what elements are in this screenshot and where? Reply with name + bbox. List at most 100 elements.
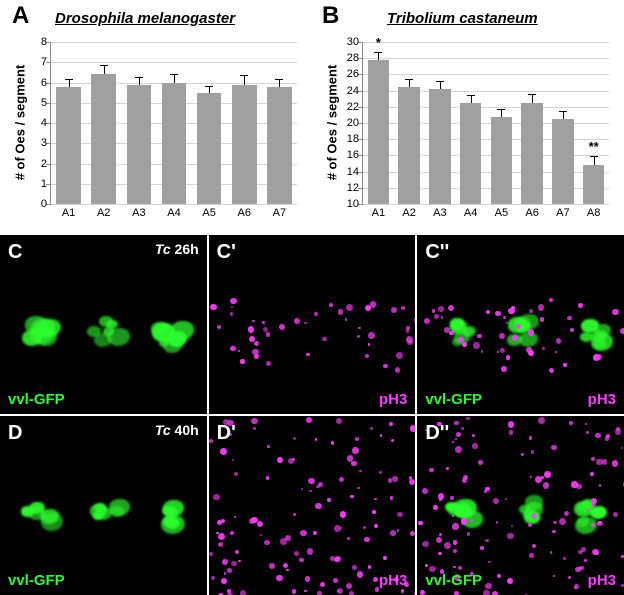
- ph3-signal: [234, 516, 236, 518]
- ph3-signal: [477, 334, 482, 339]
- ph3-signal: [485, 487, 489, 491]
- ph3-signal: [251, 418, 257, 424]
- bar: [491, 117, 513, 204]
- error-cap: [205, 86, 213, 87]
- ph3-signal: [209, 439, 213, 443]
- ph3-signal: [425, 564, 428, 567]
- ph3-signal: [257, 521, 263, 527]
- ph3-signal: [249, 518, 255, 524]
- bar: [368, 60, 390, 204]
- ph3-signal: [576, 484, 581, 489]
- ph3-signal: [472, 434, 475, 437]
- ph3-signal: [309, 490, 312, 493]
- ph3-signal: [559, 518, 566, 525]
- y-tick-label: 7: [41, 56, 51, 68]
- ph3-signal: [538, 304, 544, 310]
- ph3-signal: [279, 324, 285, 330]
- ph3-signal: [388, 478, 393, 483]
- ph3-signal: [210, 304, 217, 311]
- bar-wrap: A4: [156, 42, 191, 204]
- micrograph-panel: D'pH3: [209, 416, 416, 595]
- ph3-signal: [218, 543, 221, 546]
- x-tick-label: A1: [62, 204, 75, 219]
- gfp-signal: [35, 328, 57, 345]
- ph3-signal: [595, 433, 601, 439]
- gfp-signal: [462, 327, 475, 337]
- ph3-signal: [217, 520, 222, 525]
- ph3-signal: [563, 557, 566, 560]
- ph3-signal: [506, 322, 508, 324]
- ph3-signal: [507, 533, 513, 539]
- ph3-signal: [355, 437, 359, 441]
- ph3-signal: [508, 421, 514, 427]
- y-tick-label: 24: [347, 85, 363, 97]
- ph3-signal: [461, 427, 463, 429]
- bar: [267, 87, 292, 204]
- ph3-signal: [392, 476, 397, 481]
- ph3-signal: [453, 549, 457, 553]
- panel-letter: D': [217, 422, 236, 445]
- y-tick-label: 22: [347, 101, 363, 113]
- ph3-signal: [276, 575, 282, 581]
- micrograph-panel: CTc 26hvvl-GFP: [0, 235, 207, 414]
- y-tick-label: 20: [347, 117, 363, 129]
- panel-b-title: Tribolium castaneum: [387, 10, 538, 27]
- ph3-signal: [397, 529, 400, 532]
- ph3-signal: [591, 502, 596, 507]
- chart-row: A Drosophila melanogaster # of Oes / seg…: [0, 0, 624, 235]
- ph3-signal: [313, 531, 317, 535]
- bar: [91, 74, 116, 204]
- x-tick-label: A2: [402, 204, 415, 219]
- ph3-signal: [488, 561, 490, 563]
- bars-container: A1A2A3A4A5A6A7: [51, 42, 297, 204]
- ph3-signal: [266, 361, 271, 366]
- x-tick-label: A5: [495, 204, 508, 219]
- ph3-signal: [345, 318, 347, 320]
- error-cap: [436, 81, 444, 82]
- bar: [460, 103, 482, 204]
- ph3-signal: [620, 328, 624, 334]
- ph3-signal: [407, 340, 413, 346]
- ph3-signal: [446, 467, 449, 470]
- ph3-signal: [584, 559, 587, 562]
- ph3-signal: [528, 523, 532, 527]
- ph3-signal: [349, 591, 354, 595]
- ph3-signal: [424, 318, 431, 325]
- ph3-signal: [450, 496, 453, 499]
- ph3-signal: [280, 538, 286, 544]
- ph3-signal: [615, 428, 621, 434]
- ph3-signal: [458, 566, 462, 570]
- gfp-signal: [41, 513, 63, 531]
- ph3-signal: [372, 510, 376, 514]
- ph3-signal: [304, 590, 306, 592]
- ph3-signal: [549, 298, 553, 302]
- x-tick-label: A2: [97, 204, 110, 219]
- error-cap: [100, 65, 108, 66]
- ph3-signal: [570, 328, 575, 333]
- ph3-signal: [528, 350, 534, 356]
- ph3-signal: [231, 561, 236, 566]
- ph3-signal: [230, 346, 236, 352]
- ph3-signal: [357, 335, 360, 338]
- ph3-signal: [350, 495, 354, 499]
- x-tick-label: A3: [433, 204, 446, 219]
- channel-label: vvl-GFP: [425, 391, 482, 408]
- ph3-signal: [501, 366, 507, 372]
- ph3-signal: [621, 555, 623, 557]
- ph3-signal: [462, 342, 467, 347]
- ph3-signal: [224, 572, 227, 575]
- ph3-signal: [230, 298, 236, 304]
- ph3-signal: [252, 320, 255, 323]
- ph3-signal: [612, 460, 619, 467]
- ph3-signal: [379, 471, 382, 474]
- ph3-signal: [365, 354, 369, 358]
- panel-letter: C'': [425, 241, 449, 264]
- bar: [127, 85, 152, 204]
- ph3-signal: [568, 576, 571, 579]
- gfp-signal: [94, 503, 106, 512]
- ph3-signal: [621, 584, 624, 588]
- ph3-signal: [586, 431, 589, 434]
- ph3-signal: [315, 438, 317, 440]
- ph3-signal: [301, 488, 303, 490]
- ph3-signal: [390, 496, 393, 499]
